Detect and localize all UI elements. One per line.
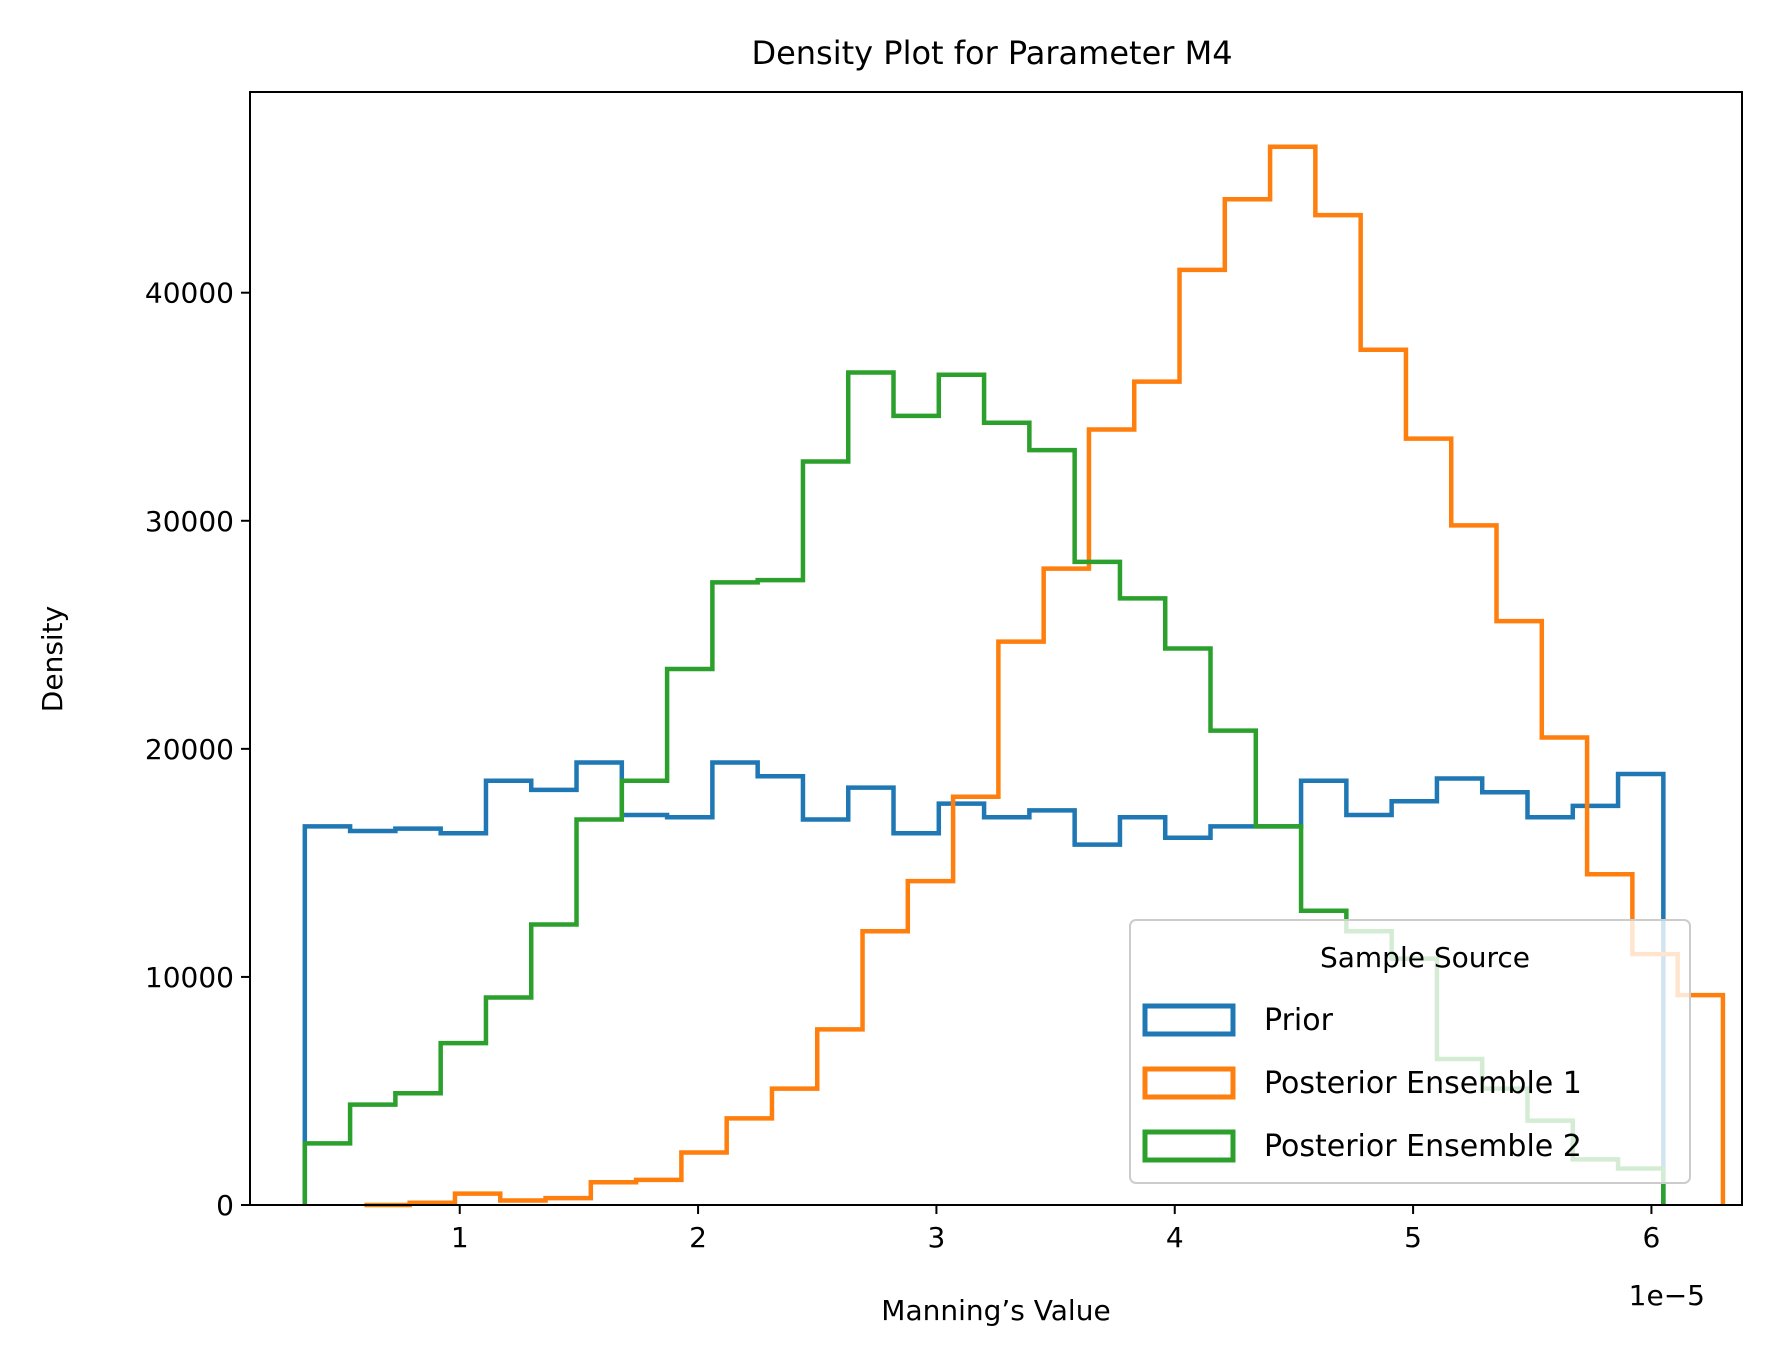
histogram-series-2 — [364, 144, 1726, 1208]
x-tick-label: 6 — [1643, 1221, 1661, 1254]
y-axis-label: Density — [36, 606, 69, 712]
y-tick-label: 40000 — [145, 277, 234, 310]
chart-title: Density Plot for Parameter M4 — [751, 34, 1232, 72]
legend-label: Posterior Ensemble 2 — [1264, 1129, 1582, 1164]
y-tick-label: 10000 — [145, 961, 234, 994]
x-tick-label: 3 — [928, 1221, 946, 1254]
plot-frame — [249, 91, 1743, 1206]
legend-label: Posterior Ensemble 1 — [1264, 1066, 1582, 1101]
histogram-series-1 — [302, 760, 1666, 1205]
x-axis-offset-text: 1e−5 — [1629, 1279, 1705, 1312]
legend-swatch — [1142, 1003, 1236, 1037]
y-tick-label: 30000 — [145, 505, 234, 538]
y-tick-label: 20000 — [145, 733, 234, 766]
legend-swatch — [1142, 1129, 1236, 1163]
x-tick-label: 2 — [689, 1221, 707, 1254]
x-tick-label: 1 — [451, 1221, 469, 1254]
y-tick-label: 0 — [216, 1189, 234, 1222]
legend-swatch — [1142, 1066, 1236, 1100]
x-tick-label: 5 — [1404, 1221, 1422, 1254]
axes-layer: 1 2 3 4 5 6 0 10000 20000 30000 40000 — [145, 91, 1743, 1254]
legend-frame — [1129, 919, 1691, 1184]
legend-title: Sample Source — [1320, 941, 1530, 974]
legend-entries: Prior Posterior Ensemble 1 Posterior Ensem… — [1142, 1003, 1582, 1164]
legend-label: Prior — [1264, 1003, 1334, 1038]
x-tick-label: 4 — [1166, 1221, 1184, 1254]
x-axis-label: Manning’s Value — [881, 1294, 1110, 1327]
